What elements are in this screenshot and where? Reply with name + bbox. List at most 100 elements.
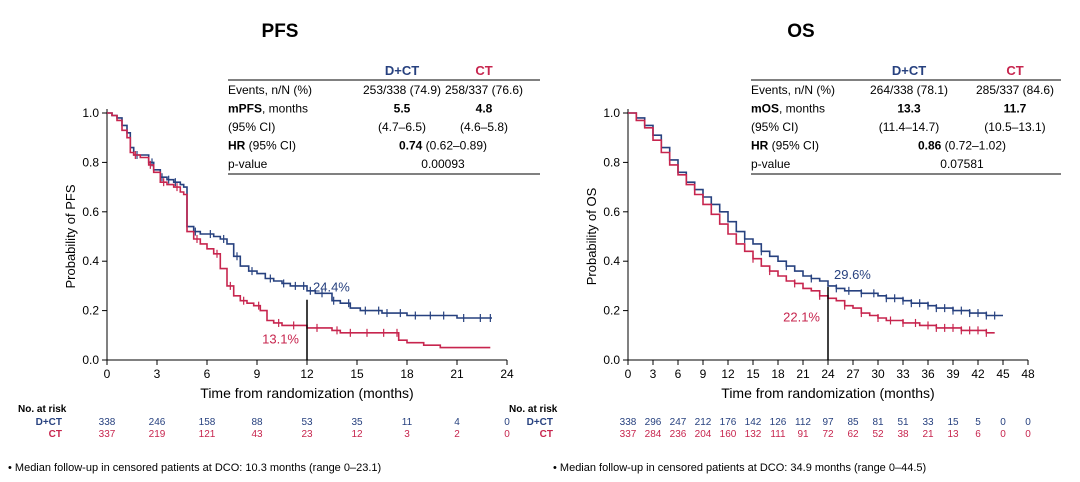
x-tick-label: 18 bbox=[400, 367, 414, 381]
risk-value: 0 bbox=[1000, 417, 1006, 428]
footnote: • Median follow-up in censored patients … bbox=[8, 462, 381, 474]
y-tick-label: 0.8 bbox=[603, 155, 620, 169]
risk-title: No. at risk bbox=[18, 404, 67, 415]
risk-value: 296 bbox=[645, 417, 662, 428]
km-panel-os: OS0.00.20.40.60.81.00 3 6 9 12 15 18 21 24 27 30 33… bbox=[509, 21, 1061, 474]
risk-value: 43 bbox=[251, 429, 263, 440]
table-row-label: (95% CI) bbox=[751, 120, 798, 134]
x-tick-label: 24 bbox=[821, 367, 835, 381]
risk-value: 337 bbox=[620, 429, 637, 440]
landmark-label-ct: 13.1% bbox=[262, 332, 299, 347]
table-row-label: HR (95% CI) bbox=[751, 139, 819, 153]
risk-value: 23 bbox=[301, 429, 313, 440]
risk-value: 176 bbox=[720, 417, 737, 428]
risk-value: 121 bbox=[199, 429, 216, 440]
x-tick-label: 15 bbox=[350, 367, 364, 381]
table-cell-ct: 258/337 (76.6) bbox=[445, 83, 523, 97]
risk-value: 247 bbox=[670, 417, 687, 428]
x-tick-label: 12 bbox=[721, 367, 735, 381]
y-tick-label: 0.2 bbox=[603, 304, 620, 318]
table-row-label: mOS, months bbox=[751, 102, 825, 116]
risk-row-label: CT bbox=[49, 429, 62, 440]
x-tick-label: 12 bbox=[300, 367, 314, 381]
table-row-label: p-value bbox=[228, 157, 268, 171]
table-cell-merged: 0.00093 bbox=[421, 157, 465, 171]
risk-value: 142 bbox=[745, 417, 762, 428]
x-tick-label: 6 bbox=[204, 367, 211, 381]
risk-value: 85 bbox=[847, 417, 859, 428]
risk-value: 338 bbox=[620, 417, 637, 428]
table-header-dct: D+CT bbox=[385, 63, 419, 78]
x-tick-label: 45 bbox=[996, 367, 1010, 381]
x-tick-label: 0 bbox=[625, 367, 632, 381]
table-row-label: p-value bbox=[751, 157, 791, 171]
x-tick-label: 27 bbox=[846, 367, 860, 381]
risk-value: 5 bbox=[975, 417, 981, 428]
risk-value: 284 bbox=[645, 429, 662, 440]
table-cell-dct: 253/338 (74.9) bbox=[363, 83, 441, 97]
risk-value: 13 bbox=[947, 429, 959, 440]
y-tick-label: 0.8 bbox=[82, 155, 99, 169]
y-tick-label: 0.6 bbox=[603, 205, 620, 219]
footnote: • Median follow-up in censored patients … bbox=[553, 462, 926, 474]
risk-value: 0 bbox=[504, 417, 510, 428]
y-tick-label: 0.0 bbox=[82, 353, 99, 367]
risk-value: 88 bbox=[251, 417, 263, 428]
x-tick-label: 21 bbox=[450, 367, 464, 381]
x-axis-label: Time from randomization (months) bbox=[200, 385, 413, 401]
x-tick-label: 24 bbox=[500, 367, 514, 381]
risk-title: No. at risk bbox=[509, 404, 558, 415]
table-row-label: Events, n/N (%) bbox=[751, 83, 835, 97]
risk-value: 33 bbox=[922, 417, 934, 428]
x-axis-label: Time from randomization (months) bbox=[721, 385, 934, 401]
x-tick-label: 39 bbox=[946, 367, 960, 381]
y-tick-label: 1.0 bbox=[82, 106, 99, 120]
risk-value: 62 bbox=[847, 429, 859, 440]
table-cell-dct: (11.4–14.7) bbox=[879, 120, 940, 134]
y-tick-label: 0.6 bbox=[82, 205, 99, 219]
risk-value: 246 bbox=[149, 417, 166, 428]
y-tick-label: 1.0 bbox=[603, 106, 620, 120]
table-row-label: HR (95% CI) bbox=[228, 139, 296, 153]
table-cell-merged: 0.74 (0.62–0.89) bbox=[399, 139, 487, 153]
risk-value: 53 bbox=[301, 417, 313, 428]
x-tick-label: 9 bbox=[700, 367, 707, 381]
risk-value: 111 bbox=[770, 429, 786, 440]
risk-value: 126 bbox=[770, 417, 787, 428]
x-tick-label: 42 bbox=[971, 367, 985, 381]
risk-value: 51 bbox=[897, 417, 909, 428]
risk-value: 219 bbox=[149, 429, 166, 440]
risk-value: 12 bbox=[351, 429, 363, 440]
risk-value: 204 bbox=[695, 429, 712, 440]
y-tick-label: 0.4 bbox=[603, 254, 620, 268]
x-tick-label: 9 bbox=[254, 367, 261, 381]
table-header-ct: CT bbox=[1006, 63, 1023, 78]
x-tick-label: 48 bbox=[1021, 367, 1035, 381]
risk-value: 81 bbox=[872, 417, 884, 428]
table-cell-dct: 264/338 (78.1) bbox=[870, 83, 948, 97]
risk-value: 158 bbox=[199, 417, 216, 428]
x-tick-label: 0 bbox=[104, 367, 111, 381]
x-tick-label: 36 bbox=[921, 367, 935, 381]
risk-value: 35 bbox=[351, 417, 363, 428]
landmark-label-ct: 22.1% bbox=[783, 309, 820, 324]
table-header-ct: CT bbox=[475, 63, 492, 78]
table-row-label: Events, n/N (%) bbox=[228, 83, 312, 97]
table-cell-merged: 0.07581 bbox=[940, 157, 984, 171]
x-tick-label: 3 bbox=[650, 367, 657, 381]
y-tick-label: 0.2 bbox=[82, 304, 99, 318]
risk-value: 0 bbox=[1025, 429, 1031, 440]
risk-row-label: D+CT bbox=[36, 417, 62, 428]
risk-value: 11 bbox=[402, 417, 413, 428]
x-tick-label: 3 bbox=[154, 367, 161, 381]
table-cell-ct: 285/337 (84.6) bbox=[976, 83, 1054, 97]
landmark-label-dct: 29.6% bbox=[834, 267, 871, 282]
risk-value: 91 bbox=[797, 429, 809, 440]
panel-title: PFS bbox=[262, 21, 299, 42]
km-curve-ct bbox=[107, 112, 491, 349]
risk-value: 0 bbox=[1000, 429, 1006, 440]
y-tick-label: 0.0 bbox=[603, 353, 620, 367]
risk-row-label: D+CT bbox=[527, 417, 553, 428]
